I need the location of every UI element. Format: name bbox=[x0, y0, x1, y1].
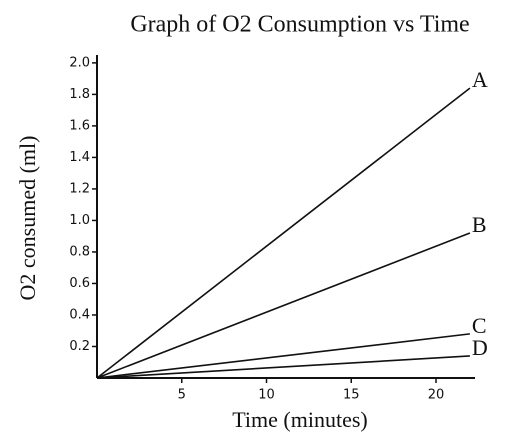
y-axis-label: O2 consumed (ml) bbox=[15, 136, 40, 301]
series-label: B bbox=[472, 212, 487, 237]
series-line bbox=[96, 87, 471, 379]
y-tick-label: 1.4 bbox=[69, 150, 90, 165]
x-tick-label: 15 bbox=[343, 388, 360, 403]
y-tick-label: 0.6 bbox=[69, 276, 90, 291]
y-tick-label: 1.2 bbox=[69, 181, 90, 196]
chart-title: Graph of O2 Consumption vs Time bbox=[130, 12, 469, 38]
x-tick-label: 5 bbox=[178, 388, 186, 403]
y-tick-label: 1.0 bbox=[69, 213, 90, 228]
y-tick-label: 2.0 bbox=[69, 55, 90, 70]
series-line bbox=[96, 355, 470, 379]
x-tick-label: 20 bbox=[428, 388, 445, 403]
y-tick-label: 1.8 bbox=[69, 87, 90, 102]
series-label: C bbox=[472, 313, 487, 338]
x-axis-label: Time (minutes) bbox=[232, 407, 367, 432]
series-label: A bbox=[472, 67, 488, 92]
series-line bbox=[96, 333, 471, 379]
y-tick-label: 0.4 bbox=[69, 307, 90, 322]
x-tick-label: 10 bbox=[258, 388, 275, 403]
series-label: D bbox=[472, 335, 488, 360]
y-tick-label: 0.8 bbox=[69, 244, 90, 259]
y-tick-label: 0.2 bbox=[69, 339, 90, 354]
y-tick-label: 1.6 bbox=[69, 118, 90, 133]
series-line bbox=[96, 232, 471, 379]
